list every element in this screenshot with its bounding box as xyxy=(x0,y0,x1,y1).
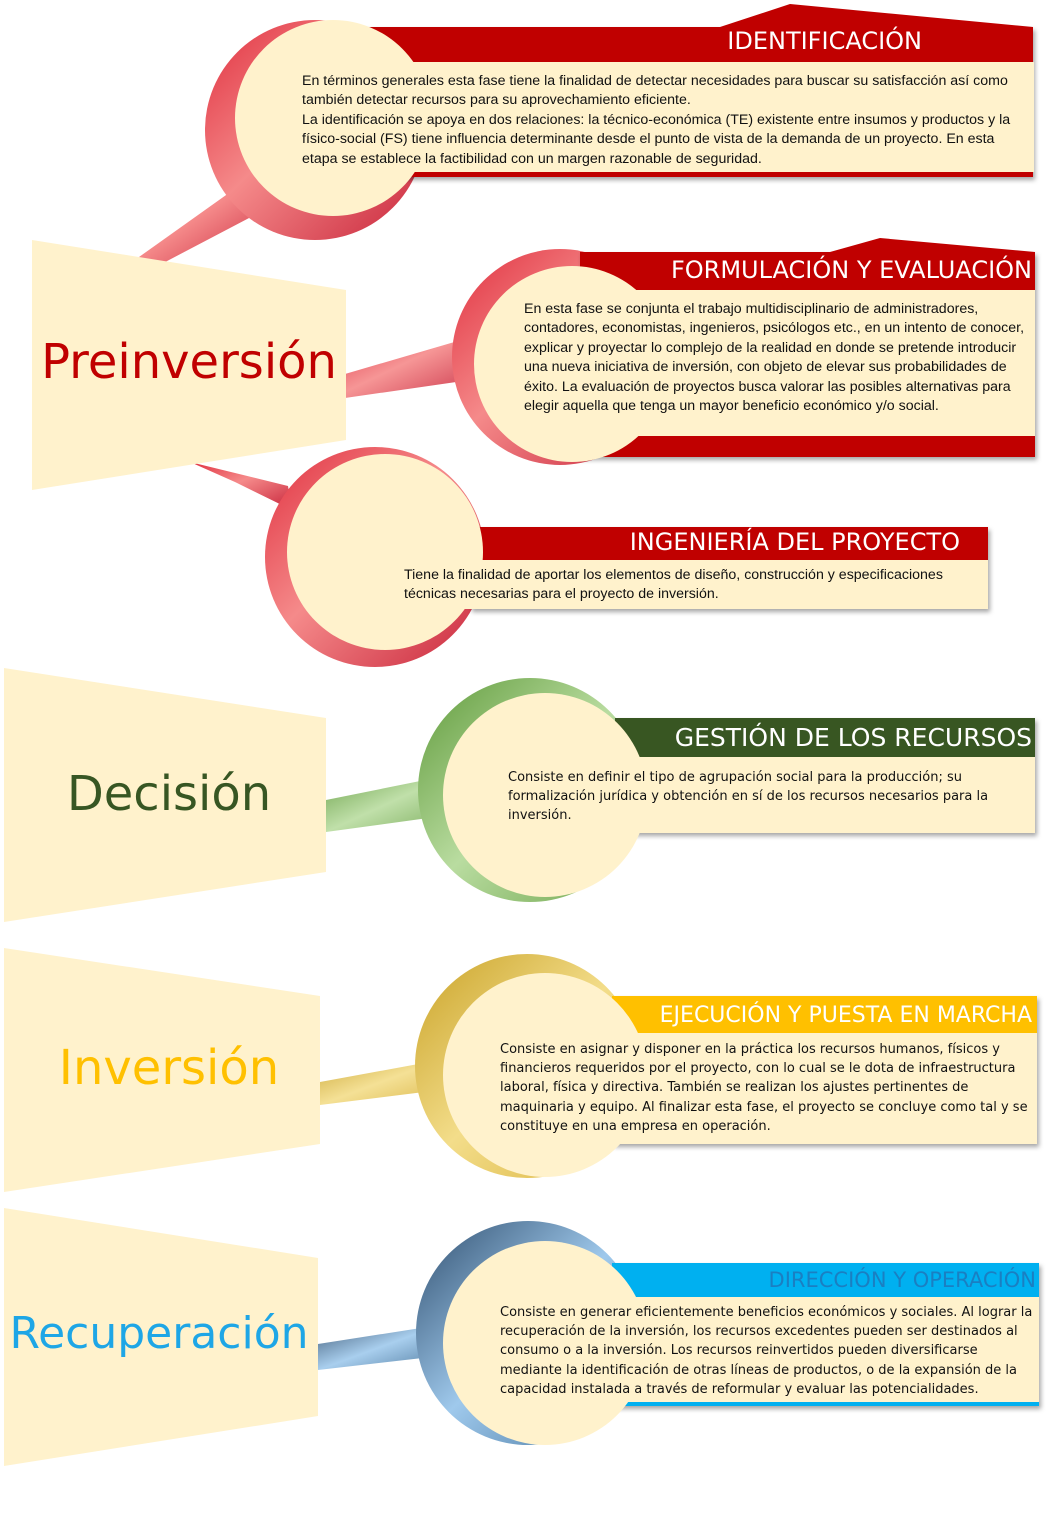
desc-ejecucion: Consiste en asignar y disponer en la prá… xyxy=(500,1042,1028,1134)
phase-label-preinversion: Preinversión xyxy=(32,330,346,400)
title-ingenieria: INGENIERÍA DEL PROYECTO xyxy=(629,528,960,556)
textbox-identificacion xyxy=(355,62,1034,172)
circle-inner-ejecucion xyxy=(443,973,647,1177)
desc-formulacion: En esta fase se conjunta el trabajo mult… xyxy=(524,301,1025,415)
phase-recuperacion-text: Recuperación xyxy=(9,1308,309,1359)
inversion-tab xyxy=(4,948,320,1192)
phase-inversion-text: Inversión xyxy=(58,1040,280,1096)
circle-inner-identificacion xyxy=(235,20,431,216)
decision-tab xyxy=(4,668,326,922)
desc-direccion: Consiste en generar eficientemente benef… xyxy=(500,1305,1033,1397)
phase-label-decision: Decisión xyxy=(4,762,334,832)
circle-inner-direccion xyxy=(443,1241,647,1445)
circle-inner-ingenieria xyxy=(287,454,483,650)
connector-ingenieria xyxy=(190,462,292,510)
circle-inner-formulacion xyxy=(474,266,670,462)
phase-preinversion-text: Preinversión xyxy=(41,334,337,390)
desc-gestion: Consiste en definir el tipo de agrupació… xyxy=(508,770,989,824)
phase-label-recuperacion: Recuperación xyxy=(0,1304,318,1374)
preinversion-tab xyxy=(32,240,346,490)
connector-formulacion xyxy=(345,338,470,398)
title-gestion: GESTIÓN DE LOS RECURSOS xyxy=(674,723,1032,752)
desc-ingenieria: Tiene la finalidad de aportar los elemen… xyxy=(404,567,943,603)
circle-inner-gestion xyxy=(443,693,647,897)
title-direccion: DIRECCIÓN Y OPERACIÓN xyxy=(768,1268,1036,1292)
phase-label-inversion: Inversión xyxy=(4,1036,334,1106)
textbox-ingenieria xyxy=(395,560,988,609)
title-identificacion: IDENTIFICACIÓN xyxy=(727,27,922,55)
desc-identificacion: En términos generales esta fase tiene la… xyxy=(302,73,1011,167)
title-formulacion: FORMULACIÓN Y EVALUACIÓN xyxy=(670,256,1032,284)
connector-ejecucion xyxy=(320,1060,440,1105)
banner-notch-formulacion xyxy=(580,238,1035,252)
title-ejecucion: EJECUCIÓN Y PUESTA EN MARCHA xyxy=(659,1003,1032,1028)
phase-decision-text: Decisión xyxy=(66,766,272,822)
recuperacion-tab xyxy=(4,1208,318,1466)
connector-direccion xyxy=(318,1325,440,1370)
banner-notch-identificacion xyxy=(365,4,1033,27)
